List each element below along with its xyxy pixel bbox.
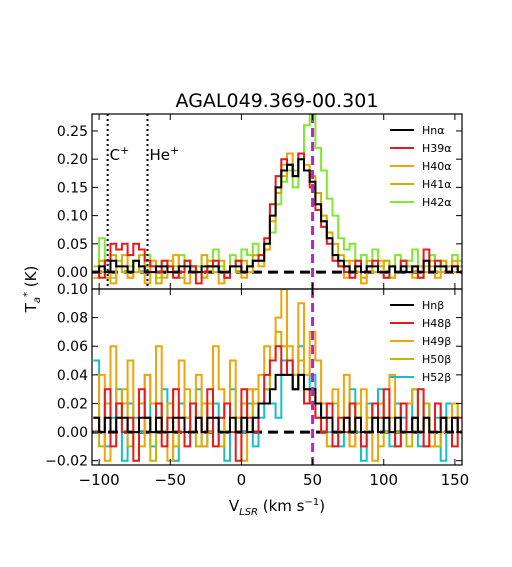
bottom-plot-area [92,289,462,465]
x-tick-label: 100 [369,471,398,489]
series-h40-top [93,152,462,285]
x-tick-label: −100 [79,471,120,489]
legend-label-hn: Hnα [422,124,445,137]
y-axis-label: Ta* (K) [22,266,43,314]
x-tick-label: 150 [441,471,470,489]
top-plot-area [92,114,462,289]
legend-label-h40: H40α [422,160,452,173]
series-hn-bottom [93,373,462,434]
bottom-panel: 0.10 0.08 0.06 0.04 0.02 0.00 −0.02−100 −50 0 50 1… [45,282,469,489]
y-tick-label: 0.10 [57,282,88,298]
legend-label-h48: H48β [422,317,451,330]
series-h39-top [93,152,462,285]
y-tick-label: 0.15 [57,180,88,196]
bottom-frame [91,288,463,466]
y-tick-label: 0.06 [57,339,88,355]
x-tick-label: 0 [237,471,247,489]
legend-label-hn: Hnβ [422,299,444,312]
series-h41-top [93,158,462,285]
top-panel: C+ He+ 0.25 0.20 0.15 0.10 0.05 0.00 Hnα H39α H40α… [57,113,463,290]
series-h50-bottom [93,330,462,462]
bottom-legend: Hnβ H48β H49β H50β H52β [390,299,451,384]
chart-title: AGAL049.369-00.301 [176,90,379,112]
annotation-label-he: He+ [150,144,180,164]
legend-label-h39: H39α [422,142,452,155]
series-h42-top [93,114,462,279]
top-legend: Hnα H39α H40α H41α H42α [390,124,452,209]
y-tick-label: 0.20 [57,152,88,168]
y-tick-label: 0.04 [57,368,88,384]
legend-label-h49: H49β [422,335,451,348]
x-tick-label: 50 [303,471,322,489]
x-tick-label: −50 [154,471,186,489]
y-tick-label: 0.02 [57,396,88,412]
y-tick-label: −0.02 [45,454,88,470]
legend-label-h50: H50β [422,353,451,366]
y-tick-label: 0.08 [57,311,88,327]
y-tick-label: 0.25 [57,124,88,140]
series-hn-top [93,158,462,274]
x-axis-label: VLSR (km s−1) [229,497,325,518]
y-tick-label: 0.10 [57,209,88,225]
annotation-label-c: C+ [110,144,130,164]
y-tick-label: 0.00 [57,425,88,441]
legend-label-h41: H41α [422,178,452,191]
legend-label-h42: H42α [422,196,452,209]
y-tick-label: 0.00 [57,265,88,281]
legend-label-h52: H52β [422,371,451,384]
y-tick-label: 0.05 [57,237,88,253]
